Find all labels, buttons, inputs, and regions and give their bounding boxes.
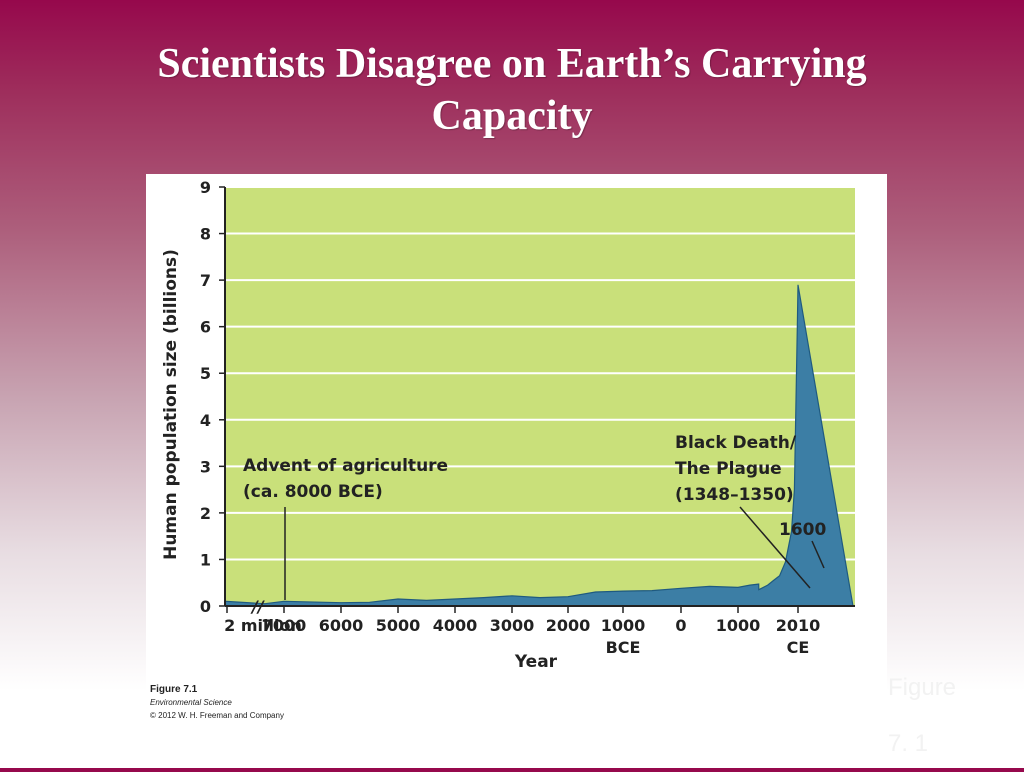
slide-title-line-1: Scientists Disagree on Earth’s Carrying xyxy=(157,41,867,87)
plot-background xyxy=(225,187,855,606)
y-tick-label: 1 xyxy=(200,550,211,569)
x-axis-label: Year xyxy=(514,652,558,672)
y-tick-label: 9 xyxy=(200,178,211,197)
y-tick-label: 5 xyxy=(200,364,211,383)
slide-title-line-2: Capacity xyxy=(431,93,593,139)
annotation-black-death: The Plague xyxy=(675,459,782,479)
x-tick-label: 3000 xyxy=(490,616,535,635)
annotation-agriculture: Advent of agriculture xyxy=(243,456,448,476)
annotation-1600-pointer xyxy=(811,540,825,569)
annotation-black-death: (1348–1350) xyxy=(675,485,794,505)
x-tick-label: 2010 xyxy=(776,616,821,635)
figure-side-note: Figure 7. 1 xyxy=(888,660,1008,772)
x-tick-label: 2000 xyxy=(546,616,591,635)
y-tick-label: 6 xyxy=(200,318,211,337)
x-tick-label: 5000 xyxy=(376,616,421,635)
annotation-agriculture: (ca. 8000 BCE) xyxy=(243,482,383,502)
x-tick-label: 1000 xyxy=(601,616,646,635)
x-tick-label: 4000 xyxy=(433,616,478,635)
annotation-1600: 1600 xyxy=(779,520,826,540)
y-axis-label: Human population size (billions) xyxy=(161,249,181,560)
figure-book: Environmental Science xyxy=(150,698,232,707)
side-note-line-2: 7. 1 xyxy=(888,730,929,757)
y-tick-label: 0 xyxy=(200,597,211,616)
slide-title: Scientists Disagree on Earth’s Carrying … xyxy=(40,38,984,142)
population-area xyxy=(224,284,854,607)
y-tick-label: 4 xyxy=(200,411,211,430)
x-tick-label: 1000 xyxy=(716,616,761,635)
x-tick-label: CE xyxy=(787,638,810,657)
y-tick-label: 2 xyxy=(200,504,211,523)
figure-label: Figure 7.1 xyxy=(150,684,198,695)
y-tick-label: 8 xyxy=(200,225,211,244)
y-tick-label: 3 xyxy=(200,457,211,476)
x-tick-label: 6000 xyxy=(319,616,364,635)
annotation-black-death: Black Death/ xyxy=(675,433,797,453)
side-note-line-1: Figure xyxy=(888,674,957,701)
figure-panel: 0 1 2 3 4 5 6 7 8 9 //2 million 7000 6000 5000 4000 300… xyxy=(146,174,887,722)
x-tick-label: BCE xyxy=(606,638,641,657)
x-tick-label: 0 xyxy=(675,616,686,635)
annotation-black-death-pointer xyxy=(739,506,811,589)
x-tick-label: 2 million xyxy=(224,616,302,635)
y-tick-label: 7 xyxy=(200,271,211,290)
figure-copyright: © 2012 W. H. Freeman and Company xyxy=(150,711,284,720)
axis-break-mark: // xyxy=(250,597,265,616)
x-tick-label: 7000 xyxy=(262,616,307,635)
